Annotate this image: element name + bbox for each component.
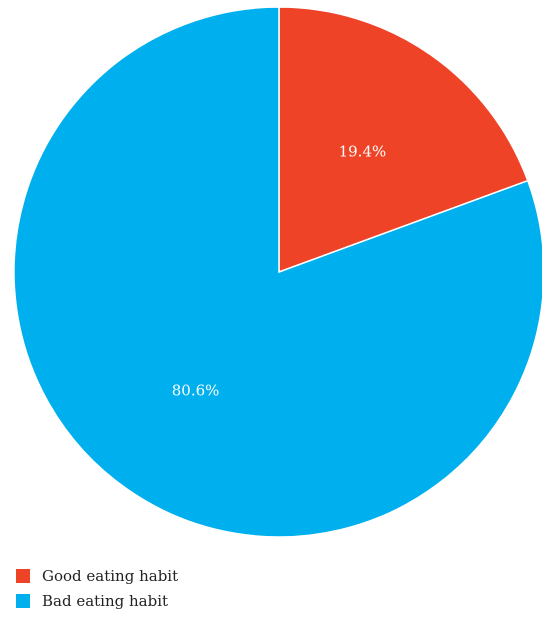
- pie-slice-bad-eating-habit: [13, 6, 542, 538]
- pie-data-labels: 19.4% 80.6%: [172, 142, 387, 399]
- pie-slice-good-eating-habit: [278, 6, 529, 274]
- pie-chart: 19.4% 80.6%: [13, 6, 542, 538]
- legend-swatch-good-eating-habit: [16, 568, 30, 583]
- legend-item-good-eating-habit: Good eating habit: [16, 563, 178, 588]
- legend: Good eating habit Bad eating habit: [16, 563, 178, 613]
- pie-slices: [13, 6, 542, 538]
- slice-label-bad-eating-habit: 80.6%: [172, 382, 220, 400]
- slice-label-good-eating-habit: 19.4%: [339, 142, 387, 160]
- legend-label: Bad eating habit: [42, 591, 169, 610]
- legend-item-bad-eating-habit: Bad eating habit: [16, 588, 178, 613]
- legend-label: Good eating habit: [42, 566, 179, 585]
- legend-swatch-bad-eating-habit: [16, 593, 30, 608]
